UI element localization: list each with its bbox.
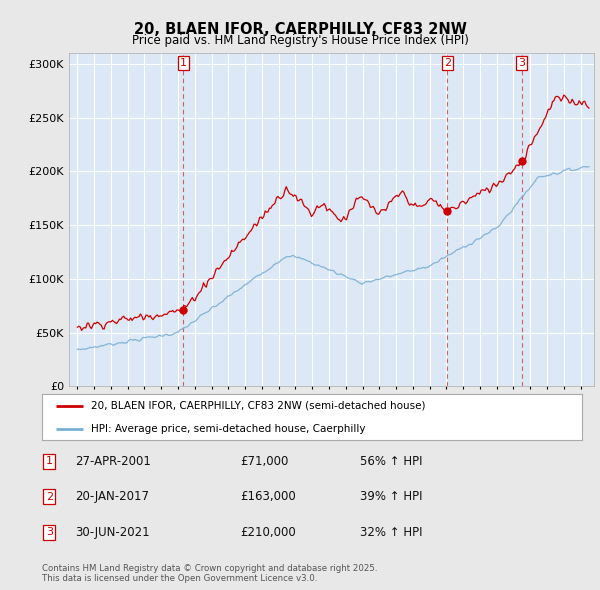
Text: 20-JAN-2017: 20-JAN-2017 (75, 490, 149, 503)
Text: £210,000: £210,000 (240, 526, 296, 539)
Text: 56% ↑ HPI: 56% ↑ HPI (360, 455, 422, 468)
Text: 1: 1 (46, 457, 53, 466)
Text: 3: 3 (518, 58, 526, 68)
Text: 1: 1 (180, 58, 187, 68)
Text: £163,000: £163,000 (240, 490, 296, 503)
Text: 30-JUN-2021: 30-JUN-2021 (75, 526, 149, 539)
Text: 39% ↑ HPI: 39% ↑ HPI (360, 490, 422, 503)
Text: 3: 3 (46, 527, 53, 537)
Text: 20, BLAEN IFOR, CAERPHILLY, CF83 2NW (semi-detached house): 20, BLAEN IFOR, CAERPHILLY, CF83 2NW (se… (91, 401, 425, 411)
Text: Contains HM Land Registry data © Crown copyright and database right 2025.
This d: Contains HM Land Registry data © Crown c… (42, 563, 377, 583)
Text: 2: 2 (46, 492, 53, 502)
Text: 20, BLAEN IFOR, CAERPHILLY, CF83 2NW: 20, BLAEN IFOR, CAERPHILLY, CF83 2NW (134, 22, 466, 37)
Text: £71,000: £71,000 (240, 455, 289, 468)
Text: HPI: Average price, semi-detached house, Caerphilly: HPI: Average price, semi-detached house,… (91, 424, 365, 434)
Text: 27-APR-2001: 27-APR-2001 (75, 455, 151, 468)
Text: 32% ↑ HPI: 32% ↑ HPI (360, 526, 422, 539)
Text: Price paid vs. HM Land Registry's House Price Index (HPI): Price paid vs. HM Land Registry's House … (131, 34, 469, 47)
Text: 2: 2 (443, 58, 451, 68)
